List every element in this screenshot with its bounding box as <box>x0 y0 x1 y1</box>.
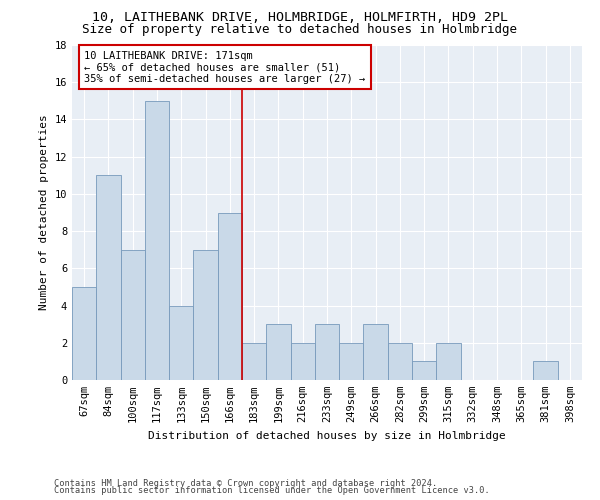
Y-axis label: Number of detached properties: Number of detached properties <box>39 114 49 310</box>
Bar <box>412 362 436 380</box>
Bar <box>266 324 290 380</box>
Bar <box>436 343 461 380</box>
Bar <box>315 324 339 380</box>
Bar <box>388 343 412 380</box>
Text: Contains HM Land Registry data © Crown copyright and database right 2024.: Contains HM Land Registry data © Crown c… <box>54 478 437 488</box>
Text: Size of property relative to detached houses in Holmbridge: Size of property relative to detached ho… <box>83 22 517 36</box>
X-axis label: Distribution of detached houses by size in Holmbridge: Distribution of detached houses by size … <box>148 430 506 440</box>
Bar <box>72 287 96 380</box>
Text: 10, LAITHEBANK DRIVE, HOLMBRIDGE, HOLMFIRTH, HD9 2PL: 10, LAITHEBANK DRIVE, HOLMBRIDGE, HOLMFI… <box>92 11 508 24</box>
Bar <box>364 324 388 380</box>
Text: 10 LAITHEBANK DRIVE: 171sqm
← 65% of detached houses are smaller (51)
35% of sem: 10 LAITHEBANK DRIVE: 171sqm ← 65% of det… <box>84 50 365 84</box>
Text: Contains public sector information licensed under the Open Government Licence v3: Contains public sector information licen… <box>54 486 490 495</box>
Bar <box>145 101 169 380</box>
Bar <box>121 250 145 380</box>
Bar <box>290 343 315 380</box>
Bar <box>193 250 218 380</box>
Bar <box>242 343 266 380</box>
Bar <box>169 306 193 380</box>
Bar <box>96 176 121 380</box>
Bar <box>218 212 242 380</box>
Bar <box>339 343 364 380</box>
Bar <box>533 362 558 380</box>
